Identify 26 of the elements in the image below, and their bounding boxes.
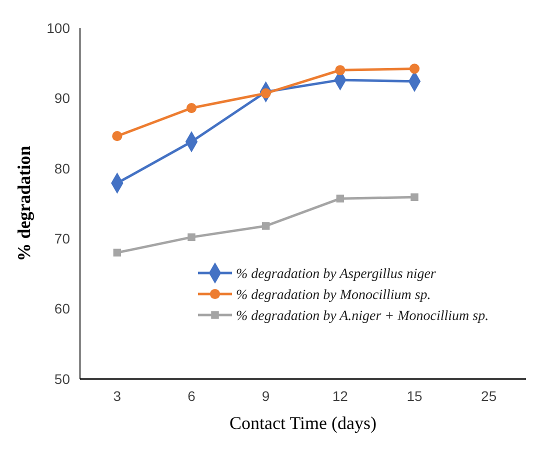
x-tick-label: 9	[262, 388, 270, 404]
x-tick-label: 15	[406, 388, 422, 404]
x-axis-title: Contact Time (days)	[230, 413, 377, 433]
point	[188, 233, 196, 242]
legend-label: % degradation by Monocillium sp.	[236, 288, 431, 303]
x-tick-label: 25	[481, 388, 497, 404]
point	[336, 194, 344, 202]
point	[186, 102, 197, 114]
y-tick-label: 80	[54, 160, 70, 176]
x-tick-label: 3	[113, 388, 122, 404]
y-tick-label: 70	[54, 230, 70, 246]
legend-label: % degradation by Aspergillus niger	[236, 266, 436, 282]
y-axis-title: % degradation	[14, 146, 34, 262]
point	[335, 65, 346, 76]
point	[262, 222, 270, 230]
x-tick-label: 12	[332, 388, 348, 404]
y-tick-label: 90	[54, 90, 70, 106]
point	[410, 193, 418, 202]
y-tick-label: 60	[54, 300, 70, 317]
y-tick-label: 100	[46, 20, 70, 36]
point	[112, 131, 122, 142]
y-tick-label: 50	[54, 370, 70, 387]
x-tick-label: 6	[188, 388, 196, 404]
point	[409, 64, 420, 74]
legend-label: % degradation by A.niger + Monocillium sp.	[236, 308, 489, 324]
point	[113, 248, 122, 257]
